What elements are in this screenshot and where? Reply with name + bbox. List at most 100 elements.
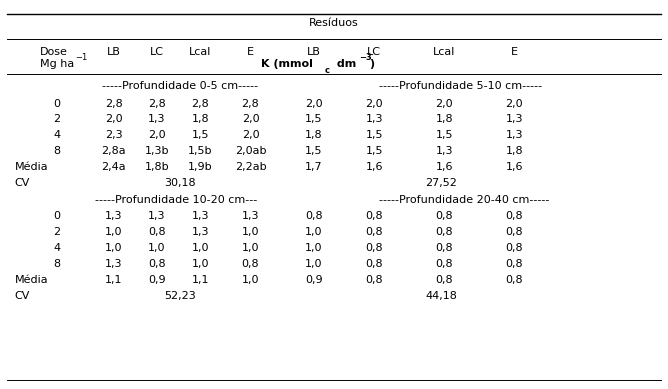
Text: 1,0: 1,0 — [105, 243, 122, 253]
Text: 1,5: 1,5 — [305, 114, 323, 124]
Text: −3: −3 — [359, 53, 371, 62]
Text: Média: Média — [15, 162, 48, 172]
Text: CV: CV — [15, 291, 30, 301]
Text: 8: 8 — [53, 146, 60, 156]
Text: 1,6: 1,6 — [365, 162, 383, 172]
Text: 1,0: 1,0 — [242, 275, 259, 285]
Text: Lcal: Lcal — [433, 47, 456, 57]
Text: 0,8: 0,8 — [365, 275, 383, 285]
Text: 1,8b: 1,8b — [145, 162, 169, 172]
Text: 2,0: 2,0 — [242, 114, 259, 124]
Text: 0,8: 0,8 — [365, 227, 383, 237]
Text: E: E — [247, 47, 254, 57]
Text: 2: 2 — [53, 227, 60, 237]
Text: 1,6: 1,6 — [436, 162, 453, 172]
Text: Lcal: Lcal — [189, 47, 212, 57]
Text: 1,0: 1,0 — [148, 243, 166, 253]
Text: 2,0: 2,0 — [242, 130, 259, 140]
Text: 2,8: 2,8 — [105, 99, 122, 109]
Text: 1,6: 1,6 — [506, 162, 523, 172]
Text: 1,1: 1,1 — [105, 275, 122, 285]
Text: 0,8: 0,8 — [148, 259, 166, 269]
Text: 2,0: 2,0 — [305, 99, 323, 109]
Text: 0,8: 0,8 — [436, 275, 453, 285]
Text: 4: 4 — [53, 243, 60, 253]
Text: 0,8: 0,8 — [506, 259, 523, 269]
Text: 1,3: 1,3 — [242, 211, 259, 221]
Text: LB: LB — [107, 47, 120, 57]
Text: 1,0: 1,0 — [242, 243, 259, 253]
Text: 1,5: 1,5 — [365, 146, 383, 156]
Text: 1,1: 1,1 — [192, 275, 209, 285]
Text: 1,3: 1,3 — [436, 146, 453, 156]
Text: 1,3: 1,3 — [148, 114, 166, 124]
Text: 0,9: 0,9 — [148, 275, 166, 285]
Text: Dose: Dose — [40, 47, 68, 57]
Text: 1,0: 1,0 — [305, 227, 323, 237]
Text: LB: LB — [307, 47, 321, 57]
Text: 2: 2 — [53, 114, 60, 124]
Text: 1,7: 1,7 — [305, 162, 323, 172]
Text: 1,5: 1,5 — [365, 130, 383, 140]
Text: 2,0ab: 2,0ab — [234, 146, 267, 156]
Text: 2,4a: 2,4a — [102, 162, 126, 172]
Text: 0,8: 0,8 — [436, 227, 453, 237]
Text: Resíduos: Resíduos — [309, 18, 359, 28]
Text: 2,0: 2,0 — [436, 99, 453, 109]
Text: 4: 4 — [53, 130, 60, 140]
Text: 1,0: 1,0 — [192, 243, 209, 253]
Text: 1,8: 1,8 — [506, 146, 523, 156]
Text: 1,8: 1,8 — [192, 114, 209, 124]
Text: 0,8: 0,8 — [436, 243, 453, 253]
Text: 1,3: 1,3 — [506, 114, 523, 124]
Text: 0: 0 — [53, 211, 60, 221]
Text: 1,0: 1,0 — [305, 259, 323, 269]
Text: 1,3: 1,3 — [105, 211, 122, 221]
Text: 1,9b: 1,9b — [188, 162, 212, 172]
Text: 1,3: 1,3 — [506, 130, 523, 140]
Text: 2,8a: 2,8a — [102, 146, 126, 156]
Text: 2,0: 2,0 — [148, 130, 166, 140]
Text: E: E — [511, 47, 518, 57]
Text: 1,3: 1,3 — [105, 259, 122, 269]
Text: 2,0: 2,0 — [365, 99, 383, 109]
Text: 2,2ab: 2,2ab — [234, 162, 267, 172]
Text: 1,0: 1,0 — [192, 259, 209, 269]
Text: 27,52: 27,52 — [425, 178, 457, 188]
Text: 0,9: 0,9 — [305, 275, 323, 285]
Text: 2,3: 2,3 — [105, 130, 122, 140]
Text: 1,8: 1,8 — [305, 130, 323, 140]
Text: 1,5: 1,5 — [436, 130, 453, 140]
Text: 1,3: 1,3 — [148, 211, 166, 221]
Text: 0: 0 — [53, 99, 60, 109]
Text: 1,3b: 1,3b — [145, 146, 169, 156]
Text: −1: −1 — [75, 53, 87, 62]
Text: 2,0: 2,0 — [105, 114, 122, 124]
Text: -----Profundidade 0-5 cm-----: -----Profundidade 0-5 cm----- — [102, 81, 259, 91]
Text: 0,8: 0,8 — [436, 211, 453, 221]
Text: 1,0: 1,0 — [242, 227, 259, 237]
Text: CV: CV — [15, 178, 30, 188]
Text: 1,0: 1,0 — [305, 243, 323, 253]
Text: 1,3: 1,3 — [192, 227, 209, 237]
Text: -----Profundidade 5-10 cm-----: -----Profundidade 5-10 cm----- — [379, 81, 542, 91]
Text: 30,18: 30,18 — [164, 178, 196, 188]
Text: 0,8: 0,8 — [506, 211, 523, 221]
Text: 1,0: 1,0 — [105, 227, 122, 237]
Text: LC: LC — [367, 47, 381, 57]
Text: Média: Média — [15, 275, 48, 285]
Text: 0,8: 0,8 — [242, 259, 259, 269]
Text: ): ) — [369, 59, 375, 69]
Text: 0,8: 0,8 — [365, 259, 383, 269]
Text: 0,8: 0,8 — [506, 243, 523, 253]
Text: 0,8: 0,8 — [148, 227, 166, 237]
Text: 0,8: 0,8 — [305, 211, 323, 221]
Text: 0,8: 0,8 — [365, 211, 383, 221]
Text: 0,8: 0,8 — [506, 227, 523, 237]
Text: -----Profundidade 20-40 cm-----: -----Profundidade 20-40 cm----- — [379, 194, 550, 205]
Text: 0,8: 0,8 — [365, 243, 383, 253]
Text: 2,0: 2,0 — [506, 99, 523, 109]
Text: c: c — [325, 65, 329, 75]
Text: 8: 8 — [53, 259, 60, 269]
Text: -----Profundidade 10-20 cm---: -----Profundidade 10-20 cm--- — [95, 194, 257, 205]
